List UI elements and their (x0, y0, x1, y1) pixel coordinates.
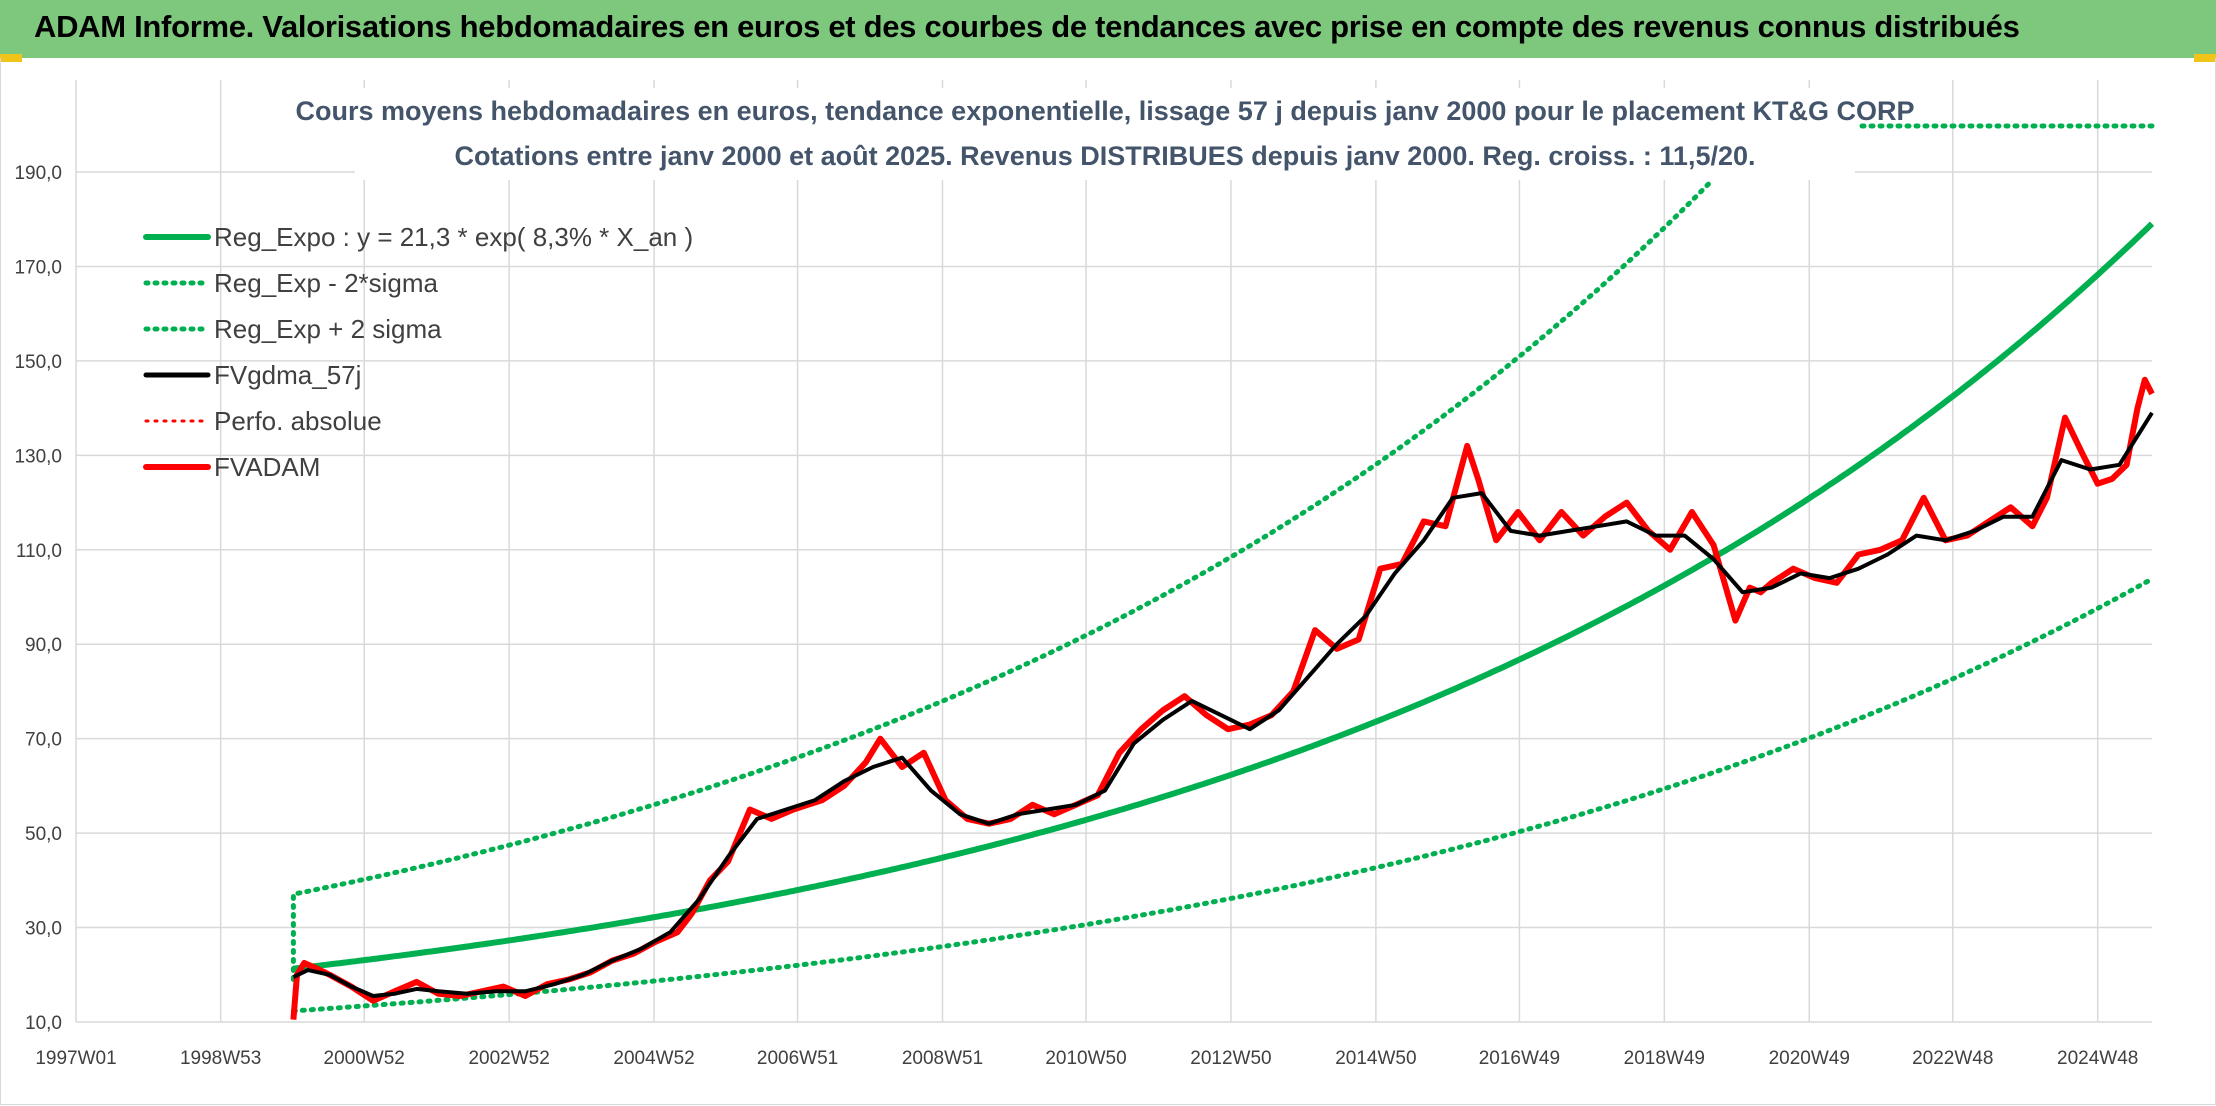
fvgdma-line (292, 411, 2154, 998)
x-tick-label: 2004W52 (613, 1048, 694, 1069)
y-tick-label: 10,0 (25, 1013, 62, 1034)
legend-label: Reg_Exp - 2*sigma (214, 268, 439, 298)
title-background (355, 88, 1855, 180)
x-tick-label: 2006W51 (757, 1048, 838, 1069)
x-tick-label: 2010W50 (1045, 1048, 1126, 1069)
y-tick-label: 170,0 (14, 257, 62, 278)
corner-marker-right (2194, 54, 2216, 62)
x-tick-label: 2016W49 (1479, 1048, 1560, 1069)
legend-item: FVgdma_57j (143, 360, 361, 390)
y-tick-label: 50,0 (25, 824, 62, 845)
y-tick-label: 110,0 (16, 541, 62, 562)
x-tick-label: 2024W48 (2057, 1048, 2138, 1069)
y-tick-label: 70,0 (25, 730, 62, 751)
header-banner: ADAM Informe. Valorisations hebdomadaire… (0, 0, 2216, 58)
legend-label: FVgdma_57j (214, 360, 361, 390)
x-tick-label: 2018W49 (1624, 1048, 1705, 1069)
gridlines (75, 80, 2152, 1023)
x-tick-label: 2014W50 (1335, 1048, 1416, 1069)
legend-item: Reg_Exp + 2 sigma (143, 314, 442, 344)
reg-exp-plus-2sigma-line (290, 180, 1713, 982)
y-tick-label: 30,0 (25, 919, 62, 940)
x-tick-label: 2022W48 (1912, 1048, 1993, 1069)
y-tick-label: 190,0 (14, 163, 62, 184)
legend-item: Reg_Expo : y = 21,3 * exp( 8,3% * X_an ) (143, 222, 693, 252)
legend-label: FVADAM (214, 452, 320, 482)
x-tick-label: 2020W49 (1769, 1048, 1850, 1069)
y-tick-label: 90,0 (25, 635, 62, 656)
x-tick-label: 2002W52 (468, 1048, 549, 1069)
x-tick-label: 2008W51 (902, 1048, 983, 1069)
legend-label: Reg_Expo : y = 21,3 * exp( 8,3% * X_an ) (214, 222, 693, 252)
y-tick-label: 130,0 (14, 446, 62, 467)
report-title: ADAM Informe. Valorisations hebdomadaire… (34, 9, 2020, 44)
plot-lines (290, 123, 2155, 1020)
legend: Reg_Expo : y = 21,3 * exp( 8,3% * X_an )… (143, 222, 693, 482)
x-tick-label: 2000W52 (324, 1048, 405, 1069)
chart-subtitle: Cotations entre janv 2000 et août 2025. … (454, 141, 1755, 171)
legend-item: Reg_Exp - 2*sigma (143, 268, 439, 298)
fvadam-line (290, 376, 2155, 1020)
y-axis-ticks: 190,0 170,0 150,0 130,0 110,0 90,0 70,0 50,0 30,… (14, 163, 62, 1034)
reg-expo-line (293, 221, 2155, 972)
legend-item: Perfo. absolue (144, 406, 382, 436)
x-axis-ticks: 1997W01 1998W53 2000W52 2002W52 2004W52 2006W… (35, 1048, 2138, 1069)
corner-marker-left (0, 54, 22, 62)
y-tick-label: 150,0 (14, 352, 62, 373)
x-tick-label: 1998W53 (180, 1048, 261, 1069)
chart-title: Cours moyens hebdomadaires en euros, ten… (296, 96, 1915, 126)
legend-item: FVADAM (143, 452, 320, 482)
reg-exp-minus-2sigma-line (290, 576, 2155, 1014)
x-tick-label: 2012W50 (1190, 1048, 1271, 1069)
legend-label: Reg_Exp + 2 sigma (214, 314, 442, 344)
x-tick-label: 1997W01 (35, 1048, 116, 1069)
legend-label: Perfo. absolue (214, 406, 382, 436)
